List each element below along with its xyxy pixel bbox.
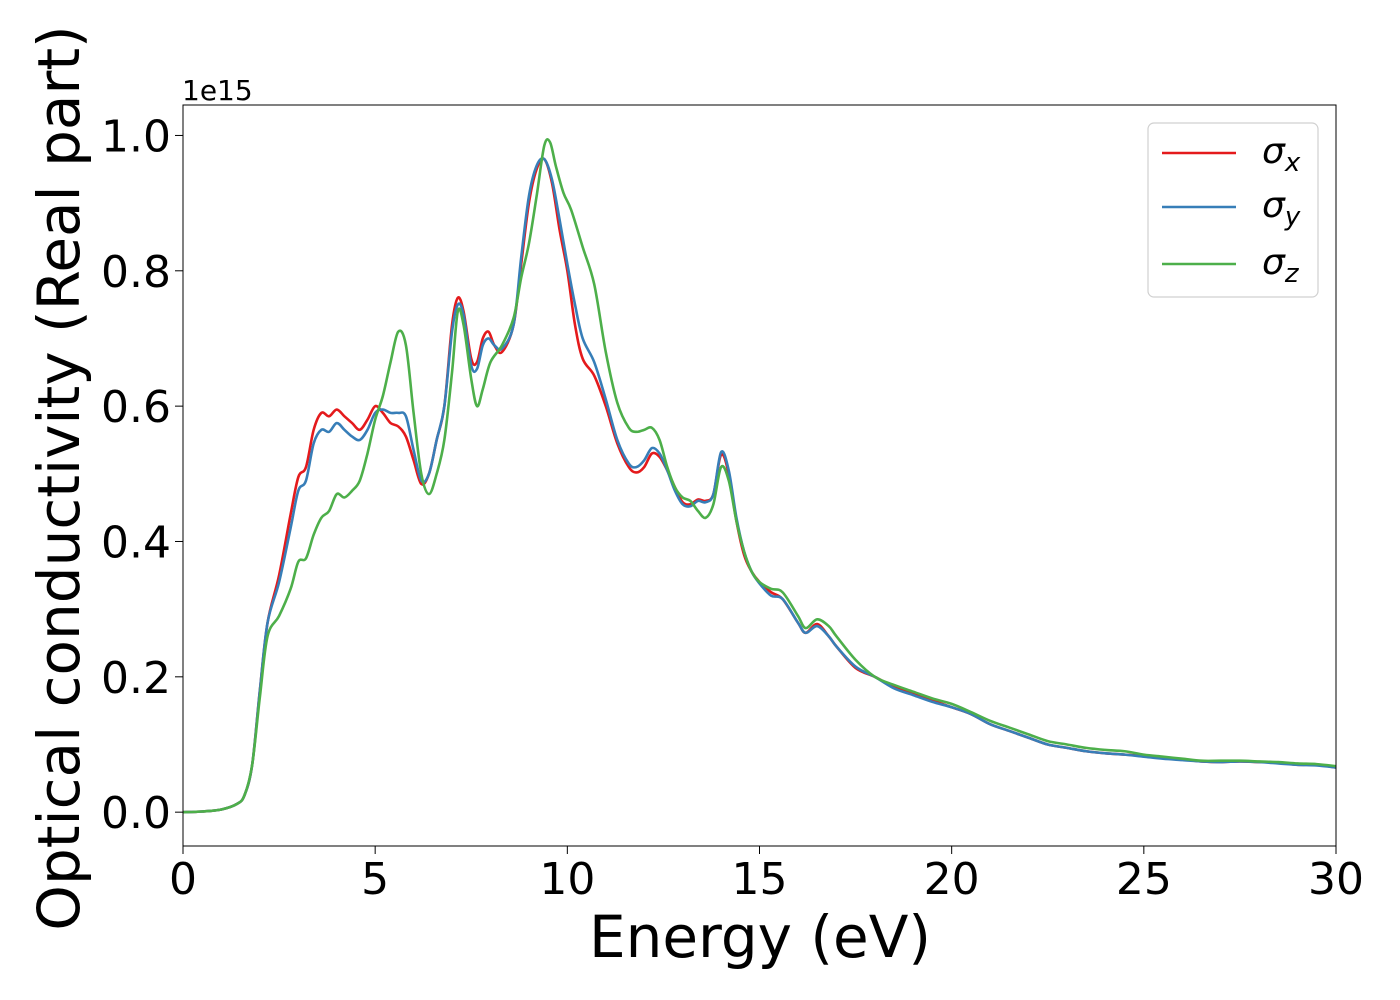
series-line-sigma-y [183, 157, 1336, 814]
x-tick-label: 30 [1308, 854, 1364, 905]
x-axis-label: Energy (eV) [589, 903, 931, 971]
y-axis-label: Optical conductivity (Real part) [25, 25, 93, 930]
x-tick-label: 10 [539, 854, 595, 905]
legend-box [1147, 122, 1319, 298]
y-tick-label: 0.6 [101, 382, 171, 433]
y-tick-label: 0.4 [101, 517, 171, 568]
x-tick-label: 15 [732, 854, 788, 905]
x-tick-label: 0 [169, 854, 197, 905]
y-tick-label: 0.8 [101, 247, 171, 298]
series-line-sigma-z [183, 137, 1336, 814]
x-tick-label: 20 [924, 854, 980, 905]
y-tick-label: 0.2 [101, 653, 171, 704]
series-layer [183, 137, 1336, 814]
x-tick-label: 25 [1116, 854, 1172, 905]
y-tick-label: 1.0 [101, 111, 171, 162]
y-tick-label: 0.0 [101, 788, 171, 839]
y-axis-offset-label: 1e15 [182, 74, 253, 107]
x-tick-label: 5 [361, 854, 389, 905]
y-axis-ticks: 0.0 0.2 0.4 0.6 0.8 1.0 [101, 111, 183, 839]
x-axis-ticks: 0 5 10 15 20 25 30 [169, 846, 1364, 905]
